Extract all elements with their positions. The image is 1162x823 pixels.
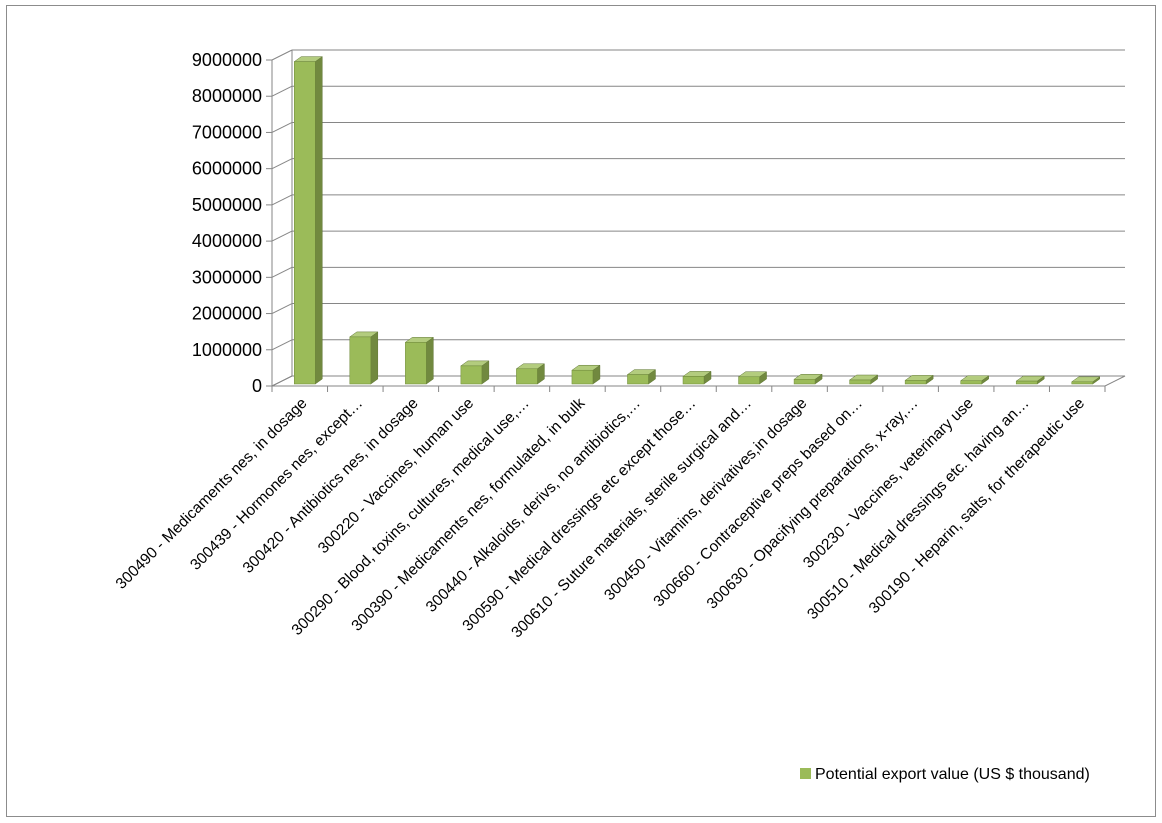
bar <box>793 373 823 385</box>
y-axis-tick-labels: 0 1000000 2000000 3000000 4000000 5000000 6000… <box>192 50 262 396</box>
bar-side <box>315 56 323 385</box>
bar-front <box>738 376 760 385</box>
side-wall-gridline <box>271 303 293 315</box>
bar <box>349 331 379 385</box>
y-tick-label: 1000000 <box>192 340 262 360</box>
bar <box>626 369 657 385</box>
bar <box>571 364 601 385</box>
x-category-label: 300630 - Opacifying preparations, x-ray,… <box>704 395 922 613</box>
y-tick-label: 3000000 <box>192 267 262 287</box>
bar <box>904 374 934 385</box>
bar-front <box>405 342 427 385</box>
bar <box>293 56 324 385</box>
y-tick-label: 2000000 <box>192 304 262 324</box>
side-wall-gridline <box>271 230 293 242</box>
bar <box>1070 376 1101 385</box>
bars <box>293 56 1101 385</box>
side-wall-gridline <box>271 194 293 206</box>
y-tick-label: 5000000 <box>192 195 262 215</box>
bar-front <box>627 374 649 385</box>
bar-front <box>849 379 871 385</box>
legend-swatch <box>800 768 811 779</box>
bar <box>404 336 435 385</box>
bar-front <box>1071 381 1093 385</box>
bar <box>682 370 712 385</box>
y-tick-label: 9000000 <box>192 50 262 70</box>
bar-front <box>793 379 816 385</box>
axes <box>266 50 1126 392</box>
legend: Potential export value (US $ thousand) <box>800 766 1090 783</box>
y-tick-label: 0 <box>252 376 262 396</box>
gridlines <box>271 49 1125 387</box>
bar-side <box>426 336 434 385</box>
bar-front <box>460 365 483 385</box>
x-category-label: 300660 - Contraceptive preps based on… <box>650 395 866 611</box>
x-axis-category-labels: 300490 - Medicaments nes, in dosage30043… <box>113 395 1088 642</box>
side-wall-gridline <box>271 339 293 351</box>
bar-front <box>516 368 538 385</box>
bar-front <box>294 61 316 385</box>
y-tick-label: 7000000 <box>192 122 262 142</box>
bar <box>737 371 768 385</box>
bar <box>959 375 990 385</box>
bar <box>515 363 546 385</box>
bar-front <box>571 369 594 385</box>
bar-front <box>682 376 705 385</box>
side-wall-gridline <box>271 121 293 133</box>
side-wall-gridline <box>271 85 293 97</box>
y-tick-label: 8000000 <box>192 86 262 106</box>
y-tick-label: 4000000 <box>192 231 262 251</box>
side-wall-gridline <box>271 158 293 170</box>
bar-side <box>370 331 379 385</box>
y-tick-label: 6000000 <box>192 159 262 179</box>
bar <box>1015 375 1045 385</box>
chart-frame <box>6 5 1156 817</box>
legend-label: Potential export value (US $ thousand) <box>815 766 1090 783</box>
side-wall-gridline <box>271 49 293 61</box>
x-category-label: 300490 - Medicaments nes, in dosage <box>113 395 311 593</box>
bar-front <box>960 380 982 385</box>
bar <box>460 360 490 385</box>
side-wall-gridline <box>271 266 293 278</box>
bar <box>848 374 879 385</box>
bar-front <box>904 380 927 385</box>
bar-front <box>349 336 372 385</box>
x-category-label: 300450 - Vitamins, derivatives,in dosage <box>601 395 810 604</box>
bar-front <box>1015 380 1038 385</box>
